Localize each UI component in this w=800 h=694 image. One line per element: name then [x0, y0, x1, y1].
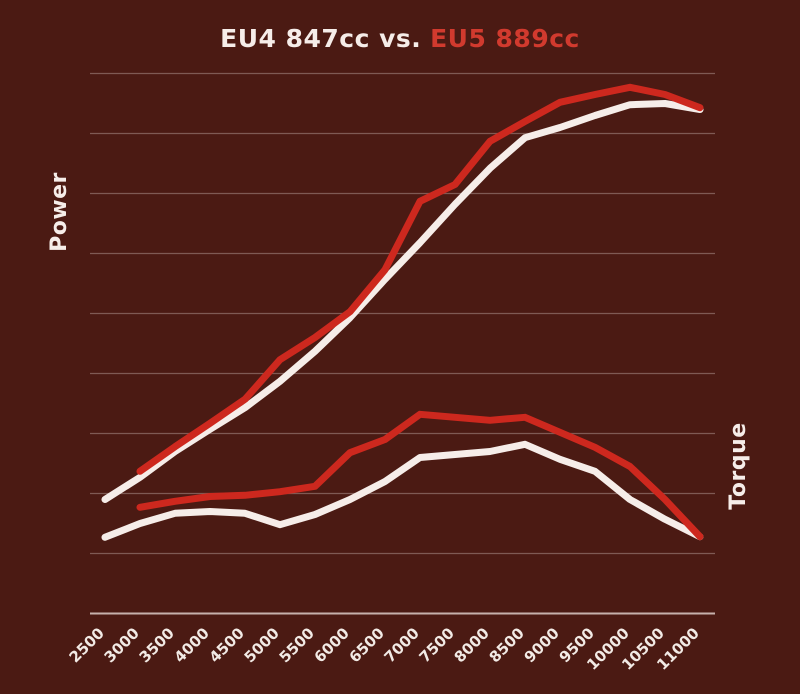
torque-axis-label: Torque — [726, 422, 751, 509]
x-tick-label-5500: 5500 — [276, 624, 318, 666]
series-line-eu5-889cc-torque — [136, 410, 704, 541]
series-line-eu5-889cc-power — [136, 83, 704, 475]
x-tick-label-2500: 2500 — [66, 624, 108, 666]
series-line-eu4-847cc-power — [101, 100, 704, 503]
x-tick-label-4000: 4000 — [171, 624, 213, 666]
series-lines — [101, 83, 704, 541]
power-axis-label: Power — [47, 172, 72, 252]
x-tick-labels: 2500300035004000450050005500600065007000… — [66, 624, 703, 674]
chart-title-eu5: EU5 889cc — [430, 24, 580, 53]
x-tick-label-6000: 6000 — [311, 624, 353, 666]
gridlines — [90, 72, 715, 615]
x-tick-label-5000: 5000 — [241, 624, 283, 666]
x-tick-label-4500: 4500 — [206, 624, 248, 666]
x-tick-label-8500: 8500 — [486, 624, 528, 666]
x-tick-label-7500: 7500 — [416, 624, 458, 666]
x-tick-label-9000: 9000 — [521, 624, 563, 666]
x-tick-label-3500: 3500 — [136, 624, 178, 666]
chart-title-eu4: EU4 847cc vs. — [220, 24, 422, 53]
x-tick-label-8000: 8000 — [451, 624, 493, 666]
x-tick-label-7000: 7000 — [381, 624, 423, 666]
chart-title: EU4 847cc vs. EU5 889cc — [0, 24, 800, 53]
series-line-eu4-847cc-torque — [101, 440, 704, 541]
x-tick-label-6500: 6500 — [346, 624, 388, 666]
x-tick-label-3000: 3000 — [101, 624, 143, 666]
